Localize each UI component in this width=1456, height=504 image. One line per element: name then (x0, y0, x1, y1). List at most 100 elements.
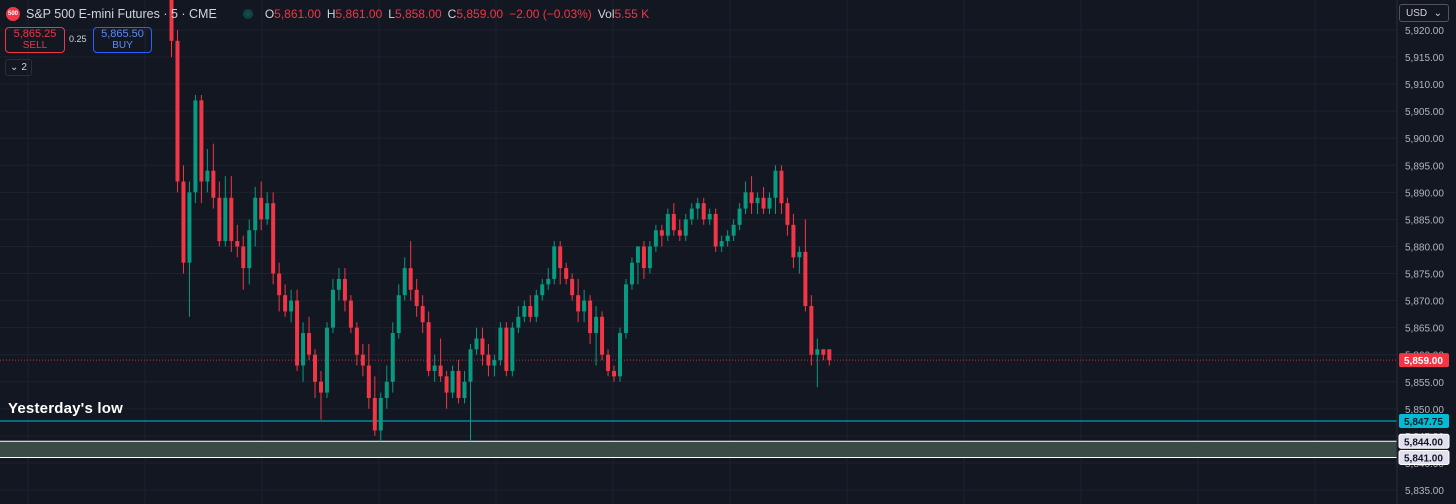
candle-body (444, 376, 449, 393)
candle (342, 268, 347, 312)
candle-body (755, 197, 760, 204)
candle (235, 224, 240, 258)
candle (438, 338, 443, 382)
candle (444, 370, 449, 409)
candle-body (229, 197, 234, 242)
candle (408, 241, 413, 301)
candle-body (468, 349, 473, 382)
candle (372, 376, 377, 436)
candle (378, 392, 383, 442)
candle-body (683, 219, 688, 236)
candle-body (635, 246, 640, 263)
candle (719, 235, 724, 252)
candle-body (486, 354, 491, 366)
candle (659, 224, 664, 247)
close-value: 5,859.00 (456, 7, 504, 21)
price-axis[interactable]: 5,920.00 5,915.00 5,910.00 5,905.00 5,900.00… (1396, 0, 1450, 504)
market-status-icon[interactable] (242, 9, 253, 19)
candle-body (187, 192, 192, 263)
candle-body (653, 230, 658, 247)
candle-body (474, 338, 479, 350)
y-tick-label: 5,880.00 (1405, 242, 1444, 253)
candle (827, 349, 832, 366)
candle-body (749, 192, 754, 204)
price-axis-label: 5,841.00 (1404, 454, 1443, 465)
candle (384, 365, 389, 409)
candle (336, 268, 341, 301)
candle (229, 176, 234, 252)
sell-price: 5,865.25 (13, 28, 57, 40)
candle-body (372, 398, 377, 431)
candle (677, 219, 682, 242)
candle-body (809, 306, 814, 355)
currency-label: USD (1406, 7, 1428, 19)
candle-body (366, 365, 371, 398)
candle-body (558, 246, 563, 269)
candle (594, 306, 599, 366)
candle (671, 203, 676, 236)
candle-body (342, 278, 347, 301)
yesterday-low-annotation[interactable]: Yesterday's low (8, 400, 123, 417)
candle-body (432, 365, 437, 371)
candle-body (426, 322, 431, 371)
spread-value: 0.25 (69, 34, 87, 44)
candle (313, 349, 318, 398)
candle-body (217, 197, 222, 242)
volume-label: Vol (597, 7, 615, 21)
y-tick-label: 5,905.00 (1405, 107, 1444, 118)
candle-body (414, 289, 419, 306)
candle (683, 214, 688, 242)
candle-body (402, 268, 407, 296)
candle (283, 284, 288, 317)
candle (797, 246, 802, 274)
candle (450, 365, 455, 398)
indicators-collapse-button[interactable]: ⌄ 2 (5, 59, 32, 76)
candle-body (384, 381, 389, 398)
sell-button[interactable]: 5,865.25 SELL (5, 27, 65, 53)
candle (779, 165, 784, 214)
candle (510, 322, 515, 377)
candle (623, 278, 628, 339)
candle (606, 349, 611, 377)
candle-body (612, 370, 617, 377)
candle-body (552, 246, 557, 279)
chevron-down-icon: ⌄ (10, 62, 19, 73)
candle (713, 208, 718, 252)
candle (576, 278, 581, 323)
candle-body (534, 295, 539, 317)
candle-body (582, 300, 587, 312)
candle (259, 181, 264, 231)
buy-button[interactable]: 5,865.50 BUY (93, 27, 152, 53)
candle-body (606, 354, 611, 371)
candle-body (701, 203, 706, 220)
candle (773, 165, 778, 214)
candle-body (791, 224, 796, 258)
candle (689, 203, 694, 225)
candle-body (169, 0, 174, 41)
candle (522, 300, 527, 323)
candle (821, 349, 826, 361)
candle-body (253, 197, 258, 231)
candle-body (797, 251, 802, 258)
candle-body (181, 181, 186, 263)
candle (169, 0, 174, 58)
candle (546, 268, 551, 290)
candle (809, 295, 814, 366)
candle (247, 219, 252, 285)
grid (0, 0, 1397, 504)
candle (295, 289, 300, 371)
buy-label: BUY (112, 40, 133, 51)
candle (582, 289, 587, 323)
y-tick-label: 5,900.00 (1405, 134, 1444, 145)
candle (815, 338, 820, 388)
symbol-title[interactable]: S&P 500 E-mini Futures · 5 · CME (26, 7, 217, 21)
candle (205, 149, 210, 193)
candle (516, 306, 521, 334)
candle-body (629, 262, 634, 285)
sell-label: SELL (22, 40, 48, 51)
currency-select[interactable]: USD ⌄ (1399, 4, 1449, 22)
candle (588, 295, 593, 344)
candle (241, 235, 246, 290)
candle (707, 208, 712, 225)
